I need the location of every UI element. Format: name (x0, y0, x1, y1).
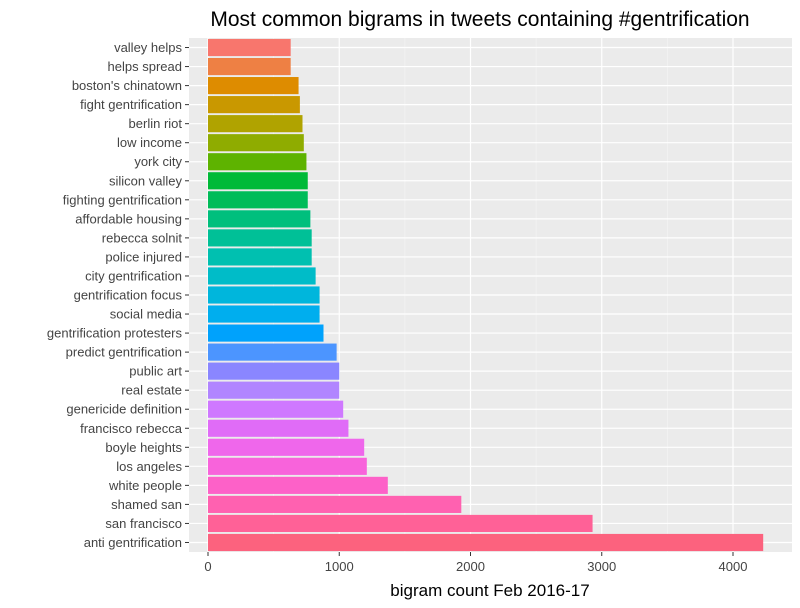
bar-fighting-gentrification (208, 191, 308, 209)
bar-police-injured (208, 248, 312, 266)
category-label: police injured (105, 249, 182, 264)
bar-berlin-riot (208, 115, 303, 133)
category-label: predict gentrification (66, 345, 182, 360)
bar-valley-helps (208, 38, 291, 57)
x-tick-label: 2000 (456, 559, 485, 574)
category-label: los angeles (116, 459, 182, 474)
bar-predict-gentrification (208, 343, 337, 361)
bar-boston-s-chinatown (208, 77, 299, 95)
bar-public-art (208, 362, 340, 380)
category-labels: anti gentrification san francisco shamed s… (47, 40, 189, 550)
bar-los-angeles (208, 457, 367, 475)
bar-gentrification-focus (208, 286, 320, 304)
category-label: fighting gentrification (63, 192, 182, 207)
category-label: berlin riot (129, 116, 183, 131)
bar-york-city (208, 153, 307, 171)
category-label: francisco rebecca (80, 421, 183, 436)
category-label: affordable housing (75, 211, 182, 226)
bar-anti-gentrification (208, 533, 764, 552)
bar-shamed-san (208, 495, 462, 513)
bar-gentrification-protesters (208, 324, 324, 342)
category-label: genericide definition (66, 402, 182, 417)
category-label: boston's chinatown (72, 78, 182, 93)
bar-social-media (208, 305, 320, 323)
bar-affordable-housing (208, 210, 311, 228)
bar-rebecca-solnit (208, 229, 312, 247)
x-tick-label: 0 (204, 559, 211, 574)
x-tick-label: 1000 (325, 559, 354, 574)
bar-genericide-definition (208, 400, 344, 418)
category-label: gentrification focus (74, 288, 183, 303)
category-label: gentrification protesters (47, 326, 183, 341)
category-label: public art (129, 364, 182, 379)
category-label: silicon valley (109, 173, 182, 188)
chart-title: Most common bigrams in tweets containing… (210, 8, 749, 31)
category-label: anti gentrification (84, 535, 182, 550)
category-label: city gentrification (85, 268, 182, 283)
bar-white-people (208, 476, 388, 494)
category-label: real estate (121, 383, 182, 398)
bar-real-estate (208, 381, 340, 399)
bar-san-francisco (208, 514, 593, 533)
category-label: social media (110, 307, 183, 322)
x-axis-ticks: 0 1000 2000 3000 4000 (204, 552, 747, 574)
category-label: boyle heights (105, 440, 182, 455)
category-label: fight gentrification (80, 97, 182, 112)
x-tick-label: 3000 (587, 559, 616, 574)
bar-city-gentrification (208, 267, 316, 285)
category-label: helps spread (108, 59, 182, 74)
x-axis-title: bigram count Feb 2016-17 (390, 581, 589, 600)
category-label: valley helps (114, 40, 182, 55)
category-label: white people (108, 478, 182, 493)
category-label: rebecca solnit (102, 230, 183, 245)
category-label: york city (134, 154, 182, 169)
category-label: shamed san (111, 497, 182, 512)
bar-silicon-valley (208, 172, 308, 190)
category-label: san francisco (105, 516, 182, 531)
bar-low-income (208, 134, 304, 152)
bar-fight-gentrification (208, 96, 300, 114)
bar-helps-spread (208, 57, 291, 76)
bar-francisco-rebecca (208, 419, 349, 437)
x-tick-label: 4000 (719, 559, 748, 574)
bars (208, 38, 764, 552)
bar-boyle-heights (208, 438, 365, 456)
category-label: low income (117, 135, 182, 150)
